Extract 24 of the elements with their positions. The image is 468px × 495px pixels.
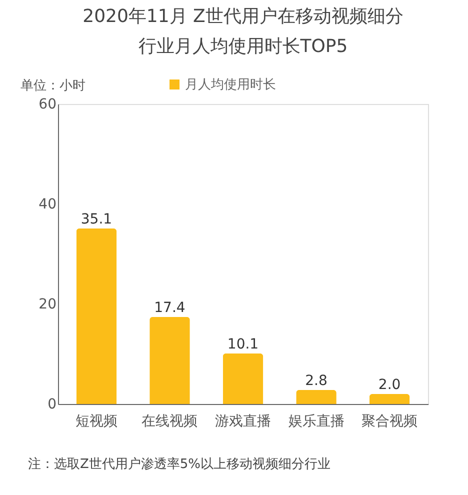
text: 10.1 xyxy=(227,336,259,352)
text: 17.4 xyxy=(154,300,186,316)
x-tick-label: 娱乐直播 xyxy=(288,414,344,430)
y-axis-title: 单位：小时 xyxy=(20,78,86,94)
text: 注：选取Z世代用户渗透率5%以上移动视频细分行业 xyxy=(28,456,331,472)
bar xyxy=(76,228,117,404)
text: 35.1 xyxy=(80,212,112,228)
x-tick-label: 聚合视频 xyxy=(362,414,418,430)
text: 2.8 xyxy=(305,373,328,389)
y-tick-label: 60 xyxy=(38,96,56,112)
text: 2.0 xyxy=(378,377,401,393)
bar xyxy=(222,354,264,404)
x-tick-label: 游戏直播 xyxy=(215,414,271,430)
x-tick-label: 短视频 xyxy=(75,414,118,430)
y-tick-label: 0 xyxy=(48,396,56,412)
y-tick-label: 40 xyxy=(38,196,56,212)
bar xyxy=(369,394,410,404)
legend-label: 月人均使用时长 xyxy=(185,78,276,92)
bar xyxy=(296,390,336,404)
x-tick-label: 在线视频 xyxy=(142,414,198,430)
y-tick-label: 20 xyxy=(38,296,56,312)
bar xyxy=(150,317,190,404)
text: 2020年11月 Z世代用户在移动视频细分 xyxy=(82,6,404,27)
text: 行业月人均使用时长TOP5 xyxy=(138,36,348,57)
